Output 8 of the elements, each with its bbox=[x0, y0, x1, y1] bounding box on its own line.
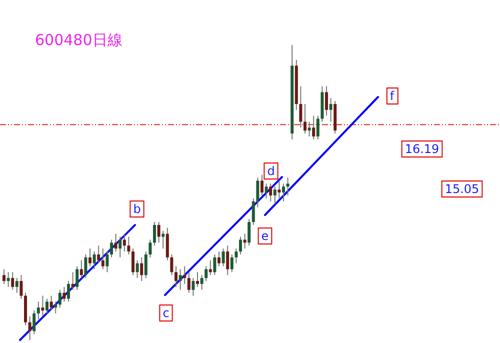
annotation: b bbox=[133, 202, 141, 216]
annotation: c bbox=[162, 306, 170, 320]
annotation: d bbox=[267, 164, 275, 178]
chart-title: 600480日線 bbox=[35, 31, 122, 49]
text: f bbox=[390, 89, 395, 103]
text: 15.05 bbox=[444, 182, 480, 196]
text: 16.19 bbox=[404, 142, 440, 156]
annotation: e bbox=[261, 229, 269, 243]
